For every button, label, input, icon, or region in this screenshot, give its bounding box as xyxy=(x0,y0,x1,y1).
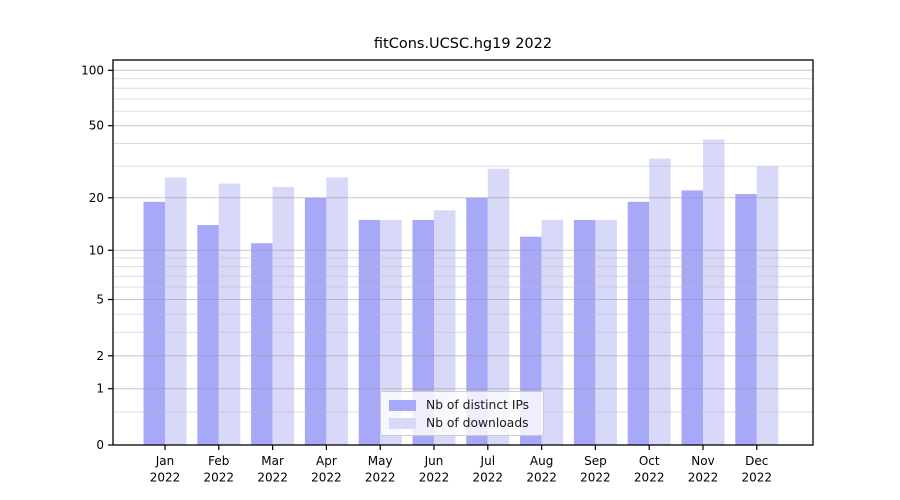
bar-downloads-dec xyxy=(756,166,779,445)
bar-downloads-jul xyxy=(487,168,510,446)
x-tick-label-oct: Oct 2022 xyxy=(634,454,665,485)
x-tick-label-apr: Apr 2022 xyxy=(311,454,342,485)
bar-distinct-ips-mar xyxy=(251,243,273,445)
bar-downloads-nov xyxy=(703,139,725,445)
bar-distinct-ips-oct xyxy=(627,201,650,445)
bar-downloads-apr xyxy=(326,177,348,445)
legend-swatch-downloads xyxy=(389,418,416,429)
x-tick-label-mar: Mar 2022 xyxy=(257,454,288,485)
y-tick-label-1: 1 xyxy=(96,382,104,396)
y-tick-label-10: 10 xyxy=(89,243,104,257)
y-tick-label-0: 0 xyxy=(96,438,104,452)
bar-distinct-ips-dec xyxy=(735,194,757,445)
bar-downloads-mar xyxy=(272,186,295,445)
bar-downloads-jan xyxy=(165,177,187,445)
x-tick-label-dec: Dec 2022 xyxy=(742,454,773,485)
chart-title: fitCons.UCSC.hg19 2022 xyxy=(373,36,553,52)
bar-distinct-ips-feb xyxy=(197,225,219,445)
y-tick-label-100: 100 xyxy=(81,63,104,77)
bar-distinct-ips-jul xyxy=(466,197,488,445)
x-tick-label-aug: Aug 2022 xyxy=(526,454,557,485)
y-tick-label-20: 20 xyxy=(89,191,104,205)
bar-distinct-ips-apr xyxy=(304,197,327,445)
y-tick-label-5: 5 xyxy=(96,293,104,307)
x-tick-label-nov: Nov 2022 xyxy=(688,454,719,485)
x-tick-label-may: May 2022 xyxy=(365,454,396,485)
x-tick-label-jan: Jan 2022 xyxy=(150,454,181,485)
bar-distinct-ips-jan xyxy=(143,201,165,445)
x-tick-label-feb: Feb 2022 xyxy=(204,454,235,485)
legend-swatch-distinct-ips xyxy=(389,400,416,411)
bar-downloads-oct xyxy=(649,158,671,445)
bar-downloads-jun xyxy=(434,210,456,445)
bar-distinct-ips-nov xyxy=(681,190,703,445)
x-tick-label-jul: Jul 2022 xyxy=(473,454,504,485)
legend-entry-distinct-ips: Nb of distinct IPs xyxy=(389,398,535,413)
legend-label-distinct-ips: Nb of distinct IPs xyxy=(426,398,530,412)
x-tick-label-sep: Sep 2022 xyxy=(580,454,611,485)
plot-border xyxy=(112,59,814,446)
y-tick-label-2: 2 xyxy=(96,349,104,363)
legend: Nb of distinct IPs Nb of downloads xyxy=(380,391,544,436)
y-tick-label-50: 50 xyxy=(89,119,104,133)
legend-entry-downloads: Nb of downloads xyxy=(389,416,535,431)
legend-label-downloads: Nb of downloads xyxy=(426,416,529,430)
x-tick-label-jun: Jun 2022 xyxy=(419,454,450,485)
